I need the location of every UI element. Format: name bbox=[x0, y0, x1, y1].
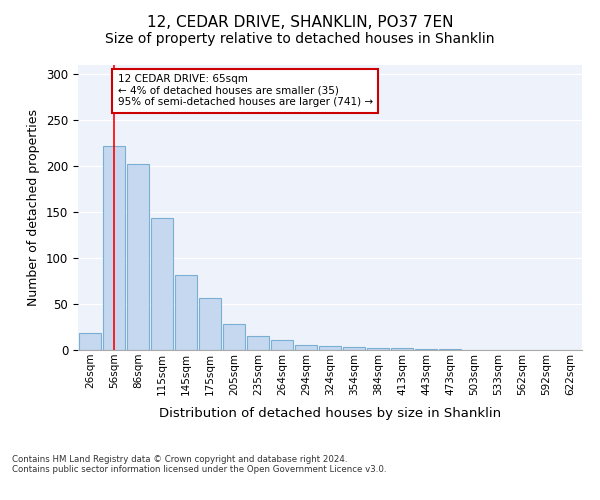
Bar bbox=[271, 340, 293, 350]
Bar bbox=[367, 348, 389, 350]
Bar bbox=[199, 298, 221, 350]
Bar bbox=[103, 146, 125, 350]
Bar bbox=[295, 346, 317, 350]
Bar bbox=[415, 349, 437, 350]
Text: Size of property relative to detached houses in Shanklin: Size of property relative to detached ho… bbox=[105, 32, 495, 46]
Text: 12 CEDAR DRIVE: 65sqm
← 4% of detached houses are smaller (35)
95% of semi-detac: 12 CEDAR DRIVE: 65sqm ← 4% of detached h… bbox=[118, 74, 373, 108]
Bar bbox=[127, 164, 149, 350]
Bar bbox=[439, 349, 461, 350]
Bar bbox=[343, 347, 365, 350]
Text: Distribution of detached houses by size in Shanklin: Distribution of detached houses by size … bbox=[159, 408, 501, 420]
Text: Contains HM Land Registry data © Crown copyright and database right 2024.
Contai: Contains HM Land Registry data © Crown c… bbox=[12, 455, 386, 474]
Bar bbox=[247, 336, 269, 350]
Bar bbox=[79, 334, 101, 350]
Bar bbox=[175, 274, 197, 350]
Bar bbox=[319, 346, 341, 350]
Bar bbox=[151, 218, 173, 350]
Y-axis label: Number of detached properties: Number of detached properties bbox=[28, 109, 40, 306]
Bar bbox=[223, 324, 245, 350]
Bar bbox=[391, 348, 413, 350]
Text: 12, CEDAR DRIVE, SHANKLIN, PO37 7EN: 12, CEDAR DRIVE, SHANKLIN, PO37 7EN bbox=[147, 15, 453, 30]
